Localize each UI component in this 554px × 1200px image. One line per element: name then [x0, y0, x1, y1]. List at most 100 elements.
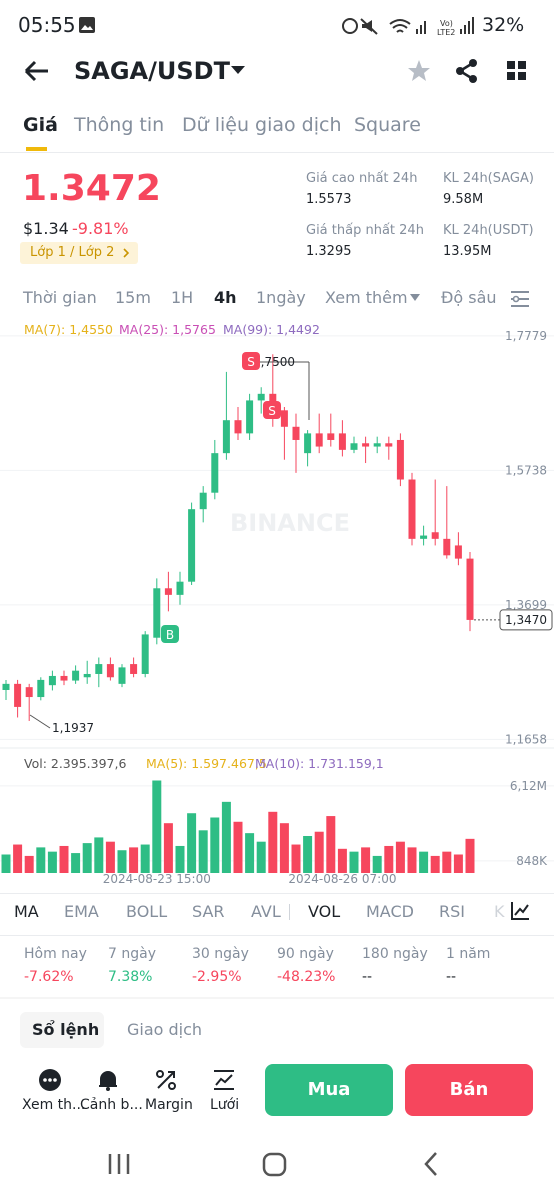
candle-body	[338, 433, 346, 450]
volume-bar	[314, 831, 324, 873]
grid-icon[interactable]	[212, 1068, 236, 1092]
indicator[interactable]: AVL	[251, 902, 281, 921]
candle-body	[106, 664, 114, 678]
action-label[interactable]: Margin	[145, 1097, 193, 1113]
indicator[interactable]: MACD	[366, 902, 414, 921]
volume-bar	[326, 816, 336, 873]
watermark: BINANCE	[230, 509, 350, 537]
y-tick-label: 1,1658	[505, 732, 547, 746]
candle-body	[234, 420, 242, 434]
period-label: 1 năm	[446, 946, 491, 962]
period-value: -2.95%	[192, 969, 242, 985]
depth-tab[interactable]: Độ sâu	[441, 288, 497, 307]
legend-entry: Vol: 2.395.397,6	[24, 756, 126, 771]
period-value: -48.23%	[277, 969, 336, 985]
indicator-active[interactable]: MA	[14, 902, 39, 921]
indicator[interactable]: RSI	[439, 902, 465, 921]
y-tick-label: 1,5738	[505, 463, 547, 477]
chart-settings[interactable]	[510, 290, 530, 308]
more-icon[interactable]	[38, 1068, 62, 1092]
candle-body	[362, 443, 370, 447]
legend-entry: MA(7): 1,4550	[24, 322, 113, 337]
action-label[interactable]: Xem th...	[22, 1097, 86, 1113]
last-price-label: 1,3470	[505, 613, 547, 627]
candle-body	[350, 443, 358, 450]
favorite-button[interactable]	[406, 58, 432, 84]
stat-value: 13.95M	[443, 244, 492, 259]
tag-label: Lớp 1 / Lớp 2	[30, 245, 115, 260]
volume-bar	[337, 848, 347, 873]
action-label[interactable]: Lưới	[210, 1097, 240, 1113]
volume-bar	[210, 817, 220, 873]
price-change: -9.81%	[72, 219, 129, 238]
margin-icon[interactable]	[154, 1068, 178, 1092]
legend-entry: MA(10): 1.731.159,1	[255, 756, 384, 771]
indicator[interactable]: BOLL	[126, 902, 168, 921]
volume-bar	[24, 855, 34, 873]
divider	[0, 893, 554, 894]
indicator[interactable]: SAR	[192, 902, 225, 921]
candle-body	[466, 558, 474, 620]
volume-bar	[349, 851, 359, 873]
volume-bar	[256, 841, 266, 873]
action-label[interactable]: Cảnh b...	[80, 1097, 143, 1113]
volume-bar	[453, 854, 463, 873]
share-button[interactable]	[454, 58, 480, 84]
layout-button[interactable]	[506, 60, 528, 82]
interval-active[interactable]: 4h	[214, 288, 237, 307]
tab-active[interactable]: Giá	[23, 114, 58, 136]
tab[interactable]: Thông tin	[74, 114, 165, 136]
candle-body	[95, 664, 103, 674]
volume-bar	[59, 845, 69, 873]
candle-body	[420, 535, 428, 539]
volume-bar	[221, 801, 231, 873]
candle-body	[72, 670, 80, 681]
interval[interactable]: 15m	[115, 288, 151, 307]
divider	[0, 997, 554, 999]
volume-bar	[407, 847, 417, 873]
x-tick-label: 2024-08-23 15:00	[103, 872, 211, 886]
volume-bar	[268, 811, 278, 873]
x-tick-label: 2024-08-26 07:00	[288, 872, 396, 886]
stat-label: KL 24h(USDT)	[443, 223, 534, 238]
nav-bar	[108, 1152, 437, 1177]
candle-body	[222, 420, 230, 454]
buy-button[interactable]: Mua	[265, 1064, 393, 1116]
trade-marker	[161, 625, 179, 643]
tag-chip[interactable]	[20, 242, 138, 264]
interval[interactable]: 1ngày	[256, 288, 306, 307]
tab[interactable]: Square	[354, 114, 421, 136]
volume-bar	[94, 837, 104, 873]
order-tab[interactable]: Giao dịch	[127, 1020, 203, 1039]
period-label: 90 ngày	[277, 946, 334, 962]
volume-bar	[187, 813, 197, 873]
pair-caret[interactable]	[230, 64, 246, 76]
volume-bar	[163, 823, 173, 873]
battery-level: 32%	[482, 14, 525, 36]
sell-button[interactable]: Bán	[405, 1064, 533, 1116]
interval[interactable]: Thời gian	[23, 288, 97, 307]
pair-title[interactable]: SAGA/USDT	[74, 57, 230, 85]
divider	[0, 152, 554, 153]
usd-price: $1.34	[23, 219, 69, 238]
tag-arrow	[123, 248, 130, 258]
candle-body	[327, 433, 335, 440]
tab[interactable]: Dữ liệu giao dịch	[182, 114, 342, 136]
interval[interactable]: 1H	[171, 288, 194, 307]
indicator-active[interactable]: VOL	[308, 902, 341, 921]
volume-bar	[175, 845, 185, 873]
order-tab-active[interactable]: Sổ lệnh	[32, 1020, 100, 1039]
y-tick-label: 6,12M	[510, 779, 547, 793]
alert-icon[interactable]	[96, 1068, 120, 1092]
indicator[interactable]: K	[494, 902, 505, 921]
volume-bar	[198, 830, 208, 873]
candle-body	[292, 426, 300, 440]
indicator[interactable]: EMA	[64, 902, 99, 921]
candle-body	[211, 453, 219, 493]
trade-marker	[263, 401, 281, 419]
indicator-settings[interactable]	[509, 900, 531, 922]
back-button[interactable]	[22, 58, 50, 84]
interval-more[interactable]: Xem thêm	[325, 288, 408, 307]
volume-bar	[1, 854, 11, 873]
candle-body	[431, 532, 439, 539]
